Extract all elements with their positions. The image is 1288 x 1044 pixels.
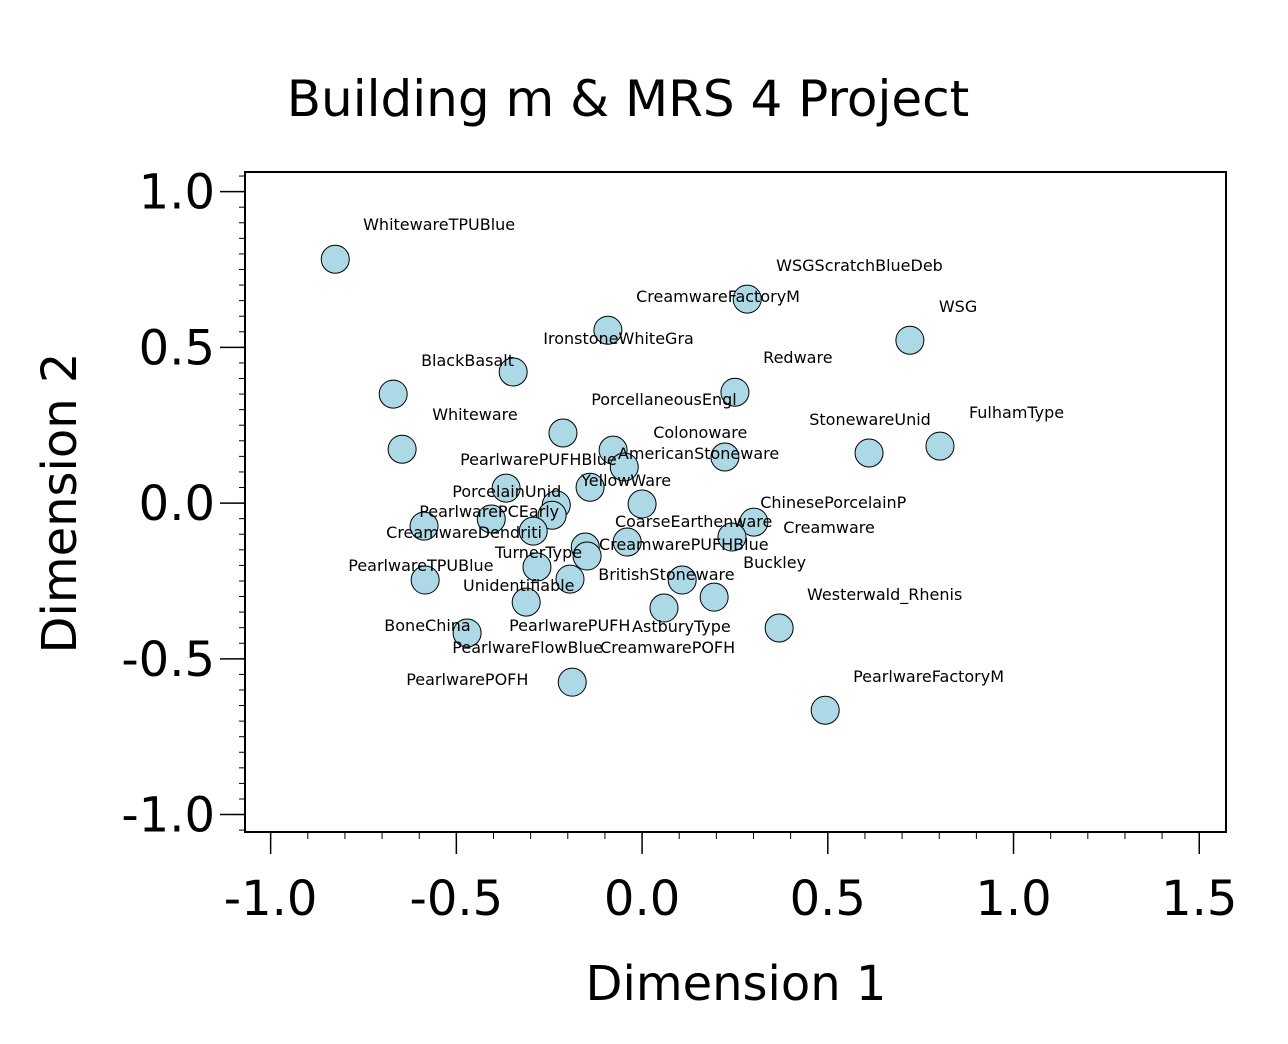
data-points	[320, 244, 955, 725]
data-point	[410, 565, 440, 595]
data-point	[720, 377, 750, 407]
chart-title: Building m & MRS 4 Project	[287, 70, 970, 128]
point-label: CreamwareFactoryM	[636, 287, 800, 306]
point-label: BoneChina	[384, 616, 470, 635]
point-label: WhitewareTPUBlue	[363, 215, 515, 234]
data-point	[498, 357, 528, 387]
point-label: StonewareUnid	[809, 410, 931, 429]
point-label: Colonoware	[653, 423, 747, 442]
data-point	[854, 438, 884, 468]
data-point	[627, 489, 657, 519]
data-point	[925, 431, 955, 461]
point-label: WSG	[939, 297, 977, 316]
point-label: AstburyType	[632, 617, 731, 636]
data-point	[739, 507, 769, 537]
y-tick-label: -1.0	[121, 788, 215, 844]
point-label: BritishStoneware	[598, 565, 734, 584]
point-label: Westerwald_Rhenis	[807, 585, 962, 605]
x-tick-label: 0.5	[790, 871, 866, 927]
point-label: CreamwareDendriti	[386, 523, 542, 542]
point-label: PearlwareFlowBlue	[452, 638, 603, 657]
y-tick-label: 1.0	[139, 165, 215, 221]
point-label: PearlwareFactoryM	[853, 667, 1004, 686]
point-label: FulhamType	[969, 403, 1064, 422]
plot-area	[244, 171, 1227, 833]
point-label: BlackBasalt	[421, 351, 514, 370]
point-label: PearlwarePOFH	[406, 670, 528, 689]
point-label: Unidentifiable	[463, 576, 574, 595]
point-label: PearlwarePUFH	[509, 616, 630, 635]
point-label: IronstoneWhiteGra	[543, 329, 694, 348]
x-axis-label: Dimension 1	[586, 956, 887, 1012]
data-point	[710, 442, 740, 472]
data-point	[548, 418, 578, 448]
point-label: YellowWare	[580, 471, 671, 490]
point-labels: WhitewareTPUBlue WSGScratchBlueDeb Creamwa…	[348, 215, 1064, 689]
data-point	[609, 452, 639, 482]
data-point	[378, 379, 408, 409]
data-point	[557, 667, 587, 697]
y-tick-label: 0.5	[139, 320, 215, 376]
data-point	[649, 593, 679, 623]
y-axis-label: Dimension 2	[32, 353, 88, 654]
y-tick-label: 0.0	[139, 476, 215, 532]
point-label: ChinesePorcelainP	[760, 493, 906, 512]
point-label: AmericanStoneware	[618, 444, 779, 463]
point-label: CoarseEarthenware	[615, 512, 772, 531]
data-point	[895, 325, 925, 355]
point-label: PorcellaneousEngl	[591, 390, 737, 409]
data-point	[699, 582, 729, 612]
data-point	[764, 613, 794, 643]
data-point	[476, 504, 506, 534]
x-tick-label: 1.5	[1161, 871, 1237, 927]
data-point	[593, 315, 623, 345]
point-label: PearlwarePUFHBlue	[460, 450, 617, 469]
data-point	[320, 244, 350, 274]
data-point	[572, 541, 602, 571]
data-point	[810, 695, 840, 725]
point-label: WSGScratchBlueDeb	[776, 256, 943, 275]
data-point	[518, 516, 548, 546]
axis-ticks: -1.0 -0.5 0.0 0.5 1.0 1.5 1.0 0.5 0.0 -0.5 -1.0	[121, 165, 1237, 927]
data-point	[491, 473, 521, 503]
data-point	[612, 527, 642, 557]
data-point	[555, 564, 585, 594]
point-label: CreamwarePUFHBlue	[599, 535, 769, 554]
data-point	[387, 434, 417, 464]
data-point	[452, 618, 482, 648]
point-label: PearlwarePCEarly	[419, 502, 559, 521]
y-tick-label: -0.5	[121, 632, 215, 688]
point-label: CreamwarePOFH	[600, 638, 735, 657]
point-label: PorcelainUnid	[452, 482, 561, 501]
data-point	[511, 587, 541, 617]
data-point	[732, 284, 762, 314]
x-tick-label: -1.0	[224, 871, 318, 927]
data-point	[537, 500, 567, 530]
point-label: Whiteware	[432, 405, 517, 424]
data-point	[522, 552, 552, 582]
point-label: PearlwareTPUBlue	[348, 556, 493, 575]
point-label: TurnerType	[494, 543, 582, 562]
point-label: Creamware	[783, 518, 875, 537]
data-point	[575, 472, 605, 502]
data-point	[717, 522, 747, 552]
data-point	[667, 565, 697, 595]
x-tick-label: -0.5	[410, 871, 504, 927]
point-label: Buckley	[743, 553, 806, 572]
x-tick-label: 1.0	[975, 871, 1051, 927]
point-label: Redware	[763, 348, 832, 367]
x-tick-label: 0.0	[604, 871, 680, 927]
data-point	[409, 511, 439, 541]
